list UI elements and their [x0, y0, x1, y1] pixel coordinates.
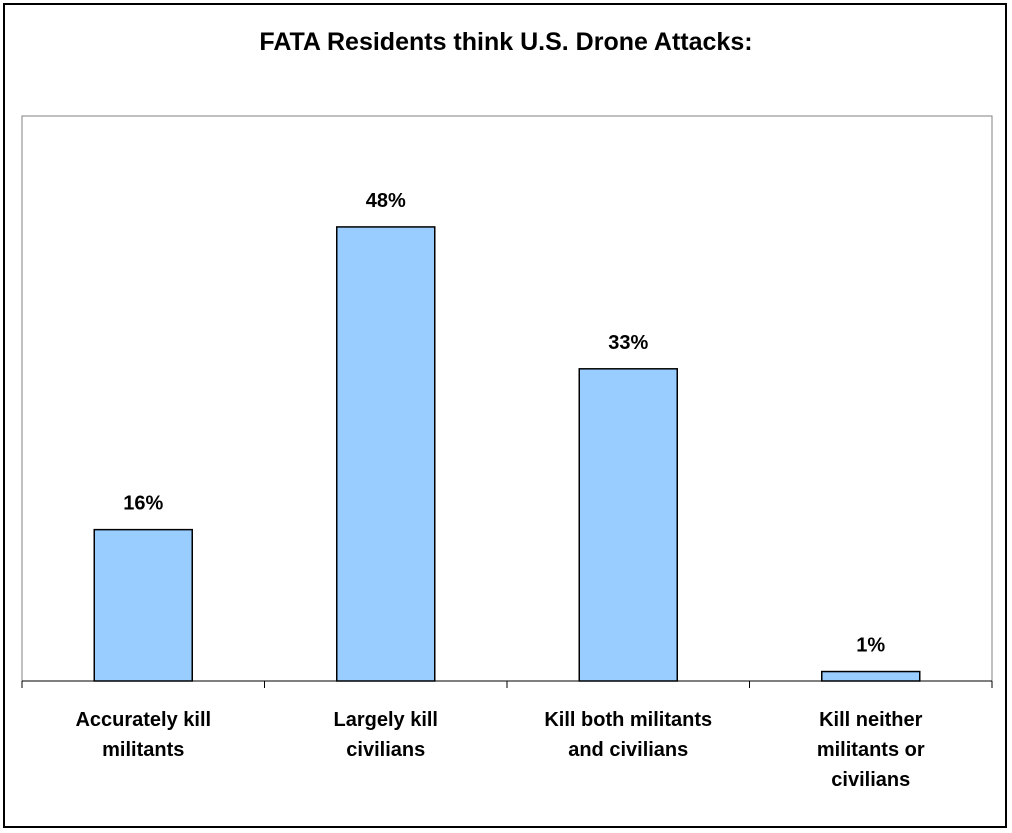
category-label-line: Kill neither [819, 709, 923, 731]
category-label: Kill neither militants or civilians [817, 709, 925, 791]
bar [821, 670, 921, 682]
bar [336, 226, 436, 682]
chart-title: FATA Residents think U.S. Drone Attacks: [259, 28, 753, 56]
bar-value-label: 33% [608, 332, 648, 354]
chart-frame [3, 3, 1007, 828]
bar-value-label: 16% [123, 493, 163, 515]
category-label-line: militants [102, 739, 184, 761]
bar [578, 368, 678, 682]
bar [93, 528, 193, 682]
category-label: Largely kill civilians [334, 709, 439, 761]
category-label-line: civilians [346, 739, 425, 761]
category-label-line: militants or [817, 739, 925, 761]
category-label-line: and civilians [568, 739, 688, 761]
category-label-line: Largely kill [334, 709, 439, 731]
category-label: Accurately kill militants [75, 709, 211, 761]
bar-value-label: 48% [366, 190, 406, 212]
bar-value-label: 1% [856, 635, 885, 657]
category-label: Kill both militants and civilians [544, 709, 712, 761]
category-label-line: civilians [831, 769, 910, 791]
category-label-line: Accurately kill [75, 709, 211, 731]
category-label-line: Kill both militants [544, 709, 712, 731]
